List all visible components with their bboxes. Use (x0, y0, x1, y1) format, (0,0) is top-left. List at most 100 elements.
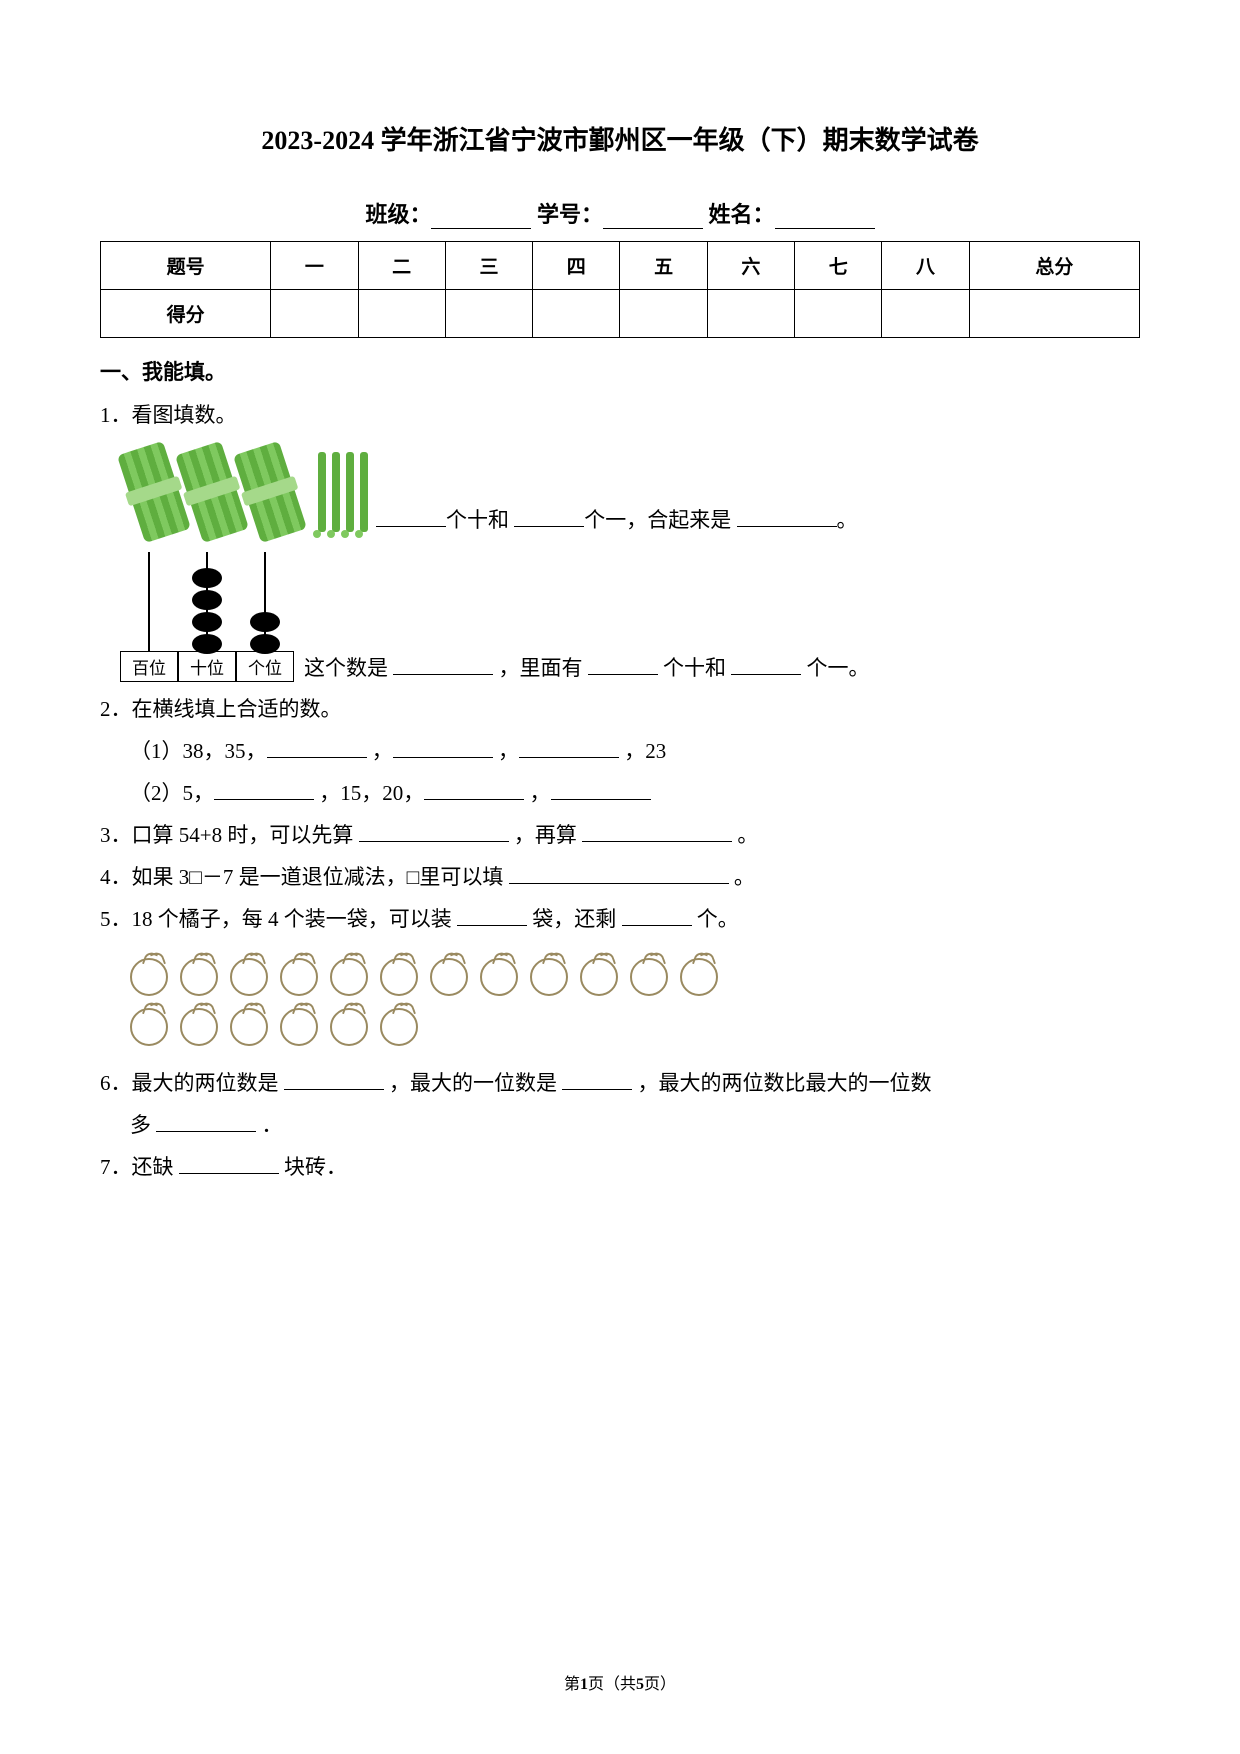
q4: 4．如果 3□－7 是一道退位减法，□里可以填 。 (100, 856, 1140, 898)
text: （1）38，35， (130, 739, 267, 763)
blank[interactable] (214, 780, 314, 800)
text: （2）5， (130, 781, 214, 805)
q1-line1-text: 个十和 个一，合起来是 。 (376, 504, 858, 544)
name-blank[interactable] (775, 207, 875, 229)
text: 个一，合起来是 (584, 508, 736, 532)
blank[interactable] (393, 738, 493, 758)
th: 总分 (969, 242, 1139, 290)
th: 一 (271, 242, 358, 290)
page-total: 5 (636, 1676, 644, 1693)
blank[interactable] (519, 738, 619, 758)
score-table: 题号 一 二 三 四 五 六 七 八 总分 得分 (100, 241, 1140, 338)
blank[interactable] (457, 906, 527, 926)
text: 。 (837, 508, 858, 532)
sticks-illustration (130, 446, 368, 538)
text: 。 (734, 865, 755, 889)
q1-line2-text: 这个数是 ，里面有 个十和 个一。 (304, 652, 870, 682)
th: 三 (445, 242, 532, 290)
score-cell[interactable] (707, 290, 794, 338)
text: 页（共 (588, 1676, 636, 1693)
abacus-illustration: 百位十位个位 (120, 552, 294, 682)
text: ． (262, 1113, 283, 1137)
blank[interactable] (514, 507, 584, 527)
blank[interactable] (562, 1070, 632, 1090)
score-cell[interactable] (533, 290, 620, 338)
q7: 7．还缺 块砖． (100, 1146, 1140, 1188)
text: 块砖． (284, 1155, 347, 1179)
text: ，23 (624, 739, 666, 763)
blank[interactable] (737, 507, 837, 527)
th: 五 (620, 242, 707, 290)
text: 6．最大的两位数是 (100, 1071, 284, 1095)
row-label: 得分 (101, 290, 271, 338)
th: 题号 (101, 242, 271, 290)
section-heading: 一、我能填。 (100, 356, 1140, 386)
th: 六 (707, 242, 794, 290)
id-label: 学号： (537, 202, 603, 227)
page-num: 1 (580, 1676, 588, 1693)
text: 这个数是 (304, 656, 393, 680)
blank[interactable] (284, 1070, 384, 1090)
text: 袋，还剩 (532, 907, 621, 931)
class-label: 班级： (365, 202, 431, 227)
blank[interactable] (588, 655, 658, 675)
text: 个十和 (663, 656, 731, 680)
text: 个十和 (446, 508, 514, 532)
th: 八 (882, 242, 969, 290)
blank[interactable] (731, 655, 801, 675)
page-title: 2023-2024 学年浙江省宁波市鄞州区一年级（下）期末数学试卷 (100, 120, 1140, 157)
text: 页） (644, 1676, 676, 1693)
student-info-line: 班级： 学号： 姓名： (100, 197, 1140, 229)
text: 第 (564, 1676, 580, 1693)
text: ，里面有 (499, 656, 588, 680)
blank[interactable] (622, 906, 692, 926)
q2-sub1: （1）38，35， ， ， ，23 (100, 730, 1140, 772)
table-row: 得分 (101, 290, 1140, 338)
table-row: 题号 一 二 三 四 五 六 七 八 总分 (101, 242, 1140, 290)
class-blank[interactable] (431, 207, 531, 229)
blank[interactable] (267, 738, 367, 758)
text: 多 (130, 1113, 156, 1137)
th: 四 (533, 242, 620, 290)
score-cell[interactable] (271, 290, 358, 338)
text: 4．如果 3□－7 是一道退位减法，□里可以填 (100, 865, 509, 889)
text: ， (372, 739, 393, 763)
blank[interactable] (179, 1154, 279, 1174)
q3: 3．口算 54+8 时，可以先算 ，再算 。 (100, 814, 1140, 856)
q1: 1．看图填数。 (100, 394, 1140, 436)
text: 。 (737, 823, 758, 847)
blank[interactable] (551, 780, 651, 800)
blank[interactable] (376, 507, 446, 527)
th: 二 (358, 242, 445, 290)
blank[interactable] (359, 822, 509, 842)
text: 5．18 个橘子，每 4 个装一袋，可以装 (100, 907, 457, 931)
score-cell[interactable] (882, 290, 969, 338)
q2-sub2: （2）5， ，15，20， ， (100, 772, 1140, 814)
blank[interactable] (582, 822, 732, 842)
q2: 2．在横线填上合适的数。 (100, 688, 1140, 730)
score-cell[interactable] (795, 290, 882, 338)
text: 3．口算 54+8 时，可以先算 (100, 823, 359, 847)
text: 个一。 (807, 656, 870, 680)
text: 7．还缺 (100, 1155, 179, 1179)
score-cell[interactable] (358, 290, 445, 338)
blank[interactable] (509, 864, 729, 884)
score-cell[interactable] (620, 290, 707, 338)
text: ，最大的一位数是 (389, 1071, 562, 1095)
th: 七 (795, 242, 882, 290)
q6: 6．最大的两位数是 ，最大的一位数是 ，最大的两位数比最大的一位数 (100, 1062, 1140, 1104)
q5: 5．18 个橘子，每 4 个装一袋，可以装 袋，还剩 个。 (100, 898, 1140, 940)
text: ，15，20， (319, 781, 424, 805)
score-cell[interactable] (969, 290, 1139, 338)
text: ，再算 (514, 823, 582, 847)
q6-cont: 多 ． (100, 1104, 1140, 1146)
score-cell[interactable] (445, 290, 532, 338)
blank[interactable] (393, 655, 493, 675)
id-blank[interactable] (603, 207, 703, 229)
blank[interactable] (424, 780, 524, 800)
blank[interactable] (156, 1112, 256, 1132)
name-label: 姓名： (709, 202, 775, 227)
oranges-illustration (130, 952, 1140, 1052)
page-footer: 第1页（共5页） (0, 1670, 1240, 1694)
text: 个。 (697, 907, 739, 931)
